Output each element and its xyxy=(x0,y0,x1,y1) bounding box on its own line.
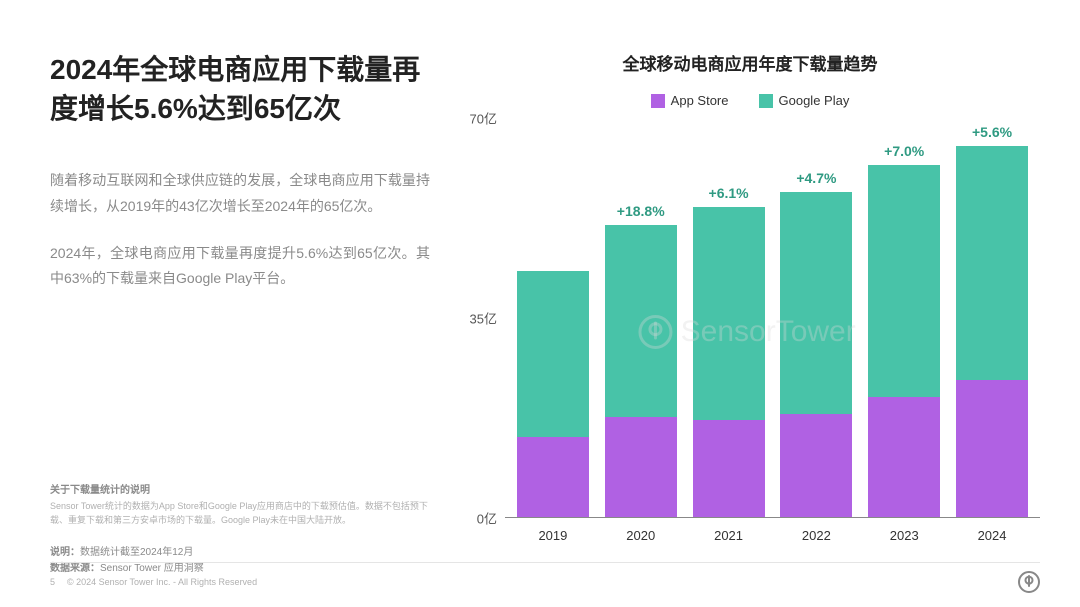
x-label: 2022 xyxy=(780,528,852,543)
growth-label: +6.1% xyxy=(709,185,749,201)
bar-group: +7.0% xyxy=(868,165,940,517)
legend-swatch-appstore xyxy=(651,94,665,108)
bar-stack xyxy=(780,192,852,517)
bar-stack xyxy=(956,146,1028,517)
bar-segment-appstore xyxy=(605,417,677,517)
disclaimer-body: Sensor Tower统计的数据为App Store和Google Play应… xyxy=(50,500,430,527)
bar-segment-appstore xyxy=(780,414,852,517)
x-label: 2019 xyxy=(517,528,589,543)
bar-segment-googleplay xyxy=(780,192,852,414)
note-value: 数据统计截至2024年12月 xyxy=(80,547,193,558)
bar-segment-appstore xyxy=(868,397,940,517)
bar-group: +4.7% xyxy=(780,192,852,517)
footer: 5 © 2024 Sensor Tower Inc. - All Rights … xyxy=(50,562,1040,593)
x-label: 2021 xyxy=(693,528,765,543)
bar-group: +5.6% xyxy=(956,146,1028,517)
y-tick: 0亿 xyxy=(477,509,497,528)
bars-container: +18.8%+6.1%+4.7%+7.0%+5.6% xyxy=(505,118,1040,517)
legend-label-appstore: App Store xyxy=(671,93,729,108)
y-tick: 70亿 xyxy=(470,109,497,128)
slide-title: 2024年全球电商应用下载量再度增长5.6%达到65亿次 xyxy=(50,50,430,128)
footer-copyright: © 2024 Sensor Tower Inc. - All Rights Re… xyxy=(67,577,257,587)
growth-label: +4.7% xyxy=(796,170,836,186)
x-label: 2023 xyxy=(868,528,940,543)
bar-group xyxy=(517,271,589,517)
bar-segment-googleplay xyxy=(868,165,940,397)
chart-legend: App Store Google Play xyxy=(460,93,1040,108)
growth-label: +18.8% xyxy=(617,203,665,219)
bar-group: +18.8% xyxy=(605,225,677,517)
x-label: 2024 xyxy=(956,528,1028,543)
bar-segment-appstore xyxy=(517,437,589,517)
bar-group: +6.1% xyxy=(693,207,765,517)
bar-segment-googleplay xyxy=(605,225,677,417)
disclaimer-title: 关于下载量统计的说明 xyxy=(50,481,430,496)
legend-label-googleplay: Google Play xyxy=(779,93,850,108)
legend-swatch-googleplay xyxy=(759,94,773,108)
chart-plot-area: 0亿35亿70亿 +18.8%+6.1%+4.7%+7.0%+5.6% xyxy=(460,118,1040,518)
page-number: 5 xyxy=(50,577,55,587)
bar-segment-appstore xyxy=(693,420,765,517)
x-label: 2020 xyxy=(605,528,677,543)
legend-item-googleplay: Google Play xyxy=(759,93,850,108)
sensortower-logo-icon xyxy=(1018,571,1040,593)
bar-stack xyxy=(605,225,677,517)
bar-segment-googleplay xyxy=(517,271,589,437)
note-label: 说明： xyxy=(50,547,80,558)
x-axis-labels: 2019 2020 2021 2022 2023 2024 xyxy=(460,528,1040,543)
plot: +18.8%+6.1%+4.7%+7.0%+5.6% xyxy=(505,118,1040,518)
bar-stack xyxy=(517,271,589,517)
bar-stack xyxy=(868,165,940,517)
bar-segment-googleplay xyxy=(956,146,1028,380)
disclaimer-block: 关于下载量统计的说明 Sensor Tower统计的数据为App Store和G… xyxy=(50,451,430,577)
paragraph-1: 随着移动互联网和全球供应链的发展，全球电商应用下载量持续增长，从2019年的43… xyxy=(50,168,430,218)
growth-label: +7.0% xyxy=(884,143,924,159)
bar-segment-googleplay xyxy=(693,207,765,420)
note-row: 说明：数据统计截至2024年12月 xyxy=(50,545,430,561)
y-axis: 0亿35亿70亿 xyxy=(460,118,505,518)
left-column: 2024年全球电商应用下载量再度增长5.6%达到65亿次 随着移动互联网和全球供… xyxy=(50,50,430,577)
paragraph-2: 2024年，全球电商应用下载量再度提升5.6%达到65亿次。其中63%的下载量来… xyxy=(50,241,430,291)
chart-panel: 全球移动电商应用年度下载量趋势 App Store Google Play 0亿… xyxy=(430,50,1040,577)
y-tick: 35亿 xyxy=(470,309,497,328)
chart-title: 全球移动电商应用年度下载量趋势 xyxy=(460,50,1040,75)
legend-item-appstore: App Store xyxy=(651,93,729,108)
bar-segment-appstore xyxy=(956,380,1028,517)
footer-left: 5 © 2024 Sensor Tower Inc. - All Rights … xyxy=(50,577,257,587)
bar-stack xyxy=(693,207,765,517)
growth-label: +5.6% xyxy=(972,124,1012,140)
